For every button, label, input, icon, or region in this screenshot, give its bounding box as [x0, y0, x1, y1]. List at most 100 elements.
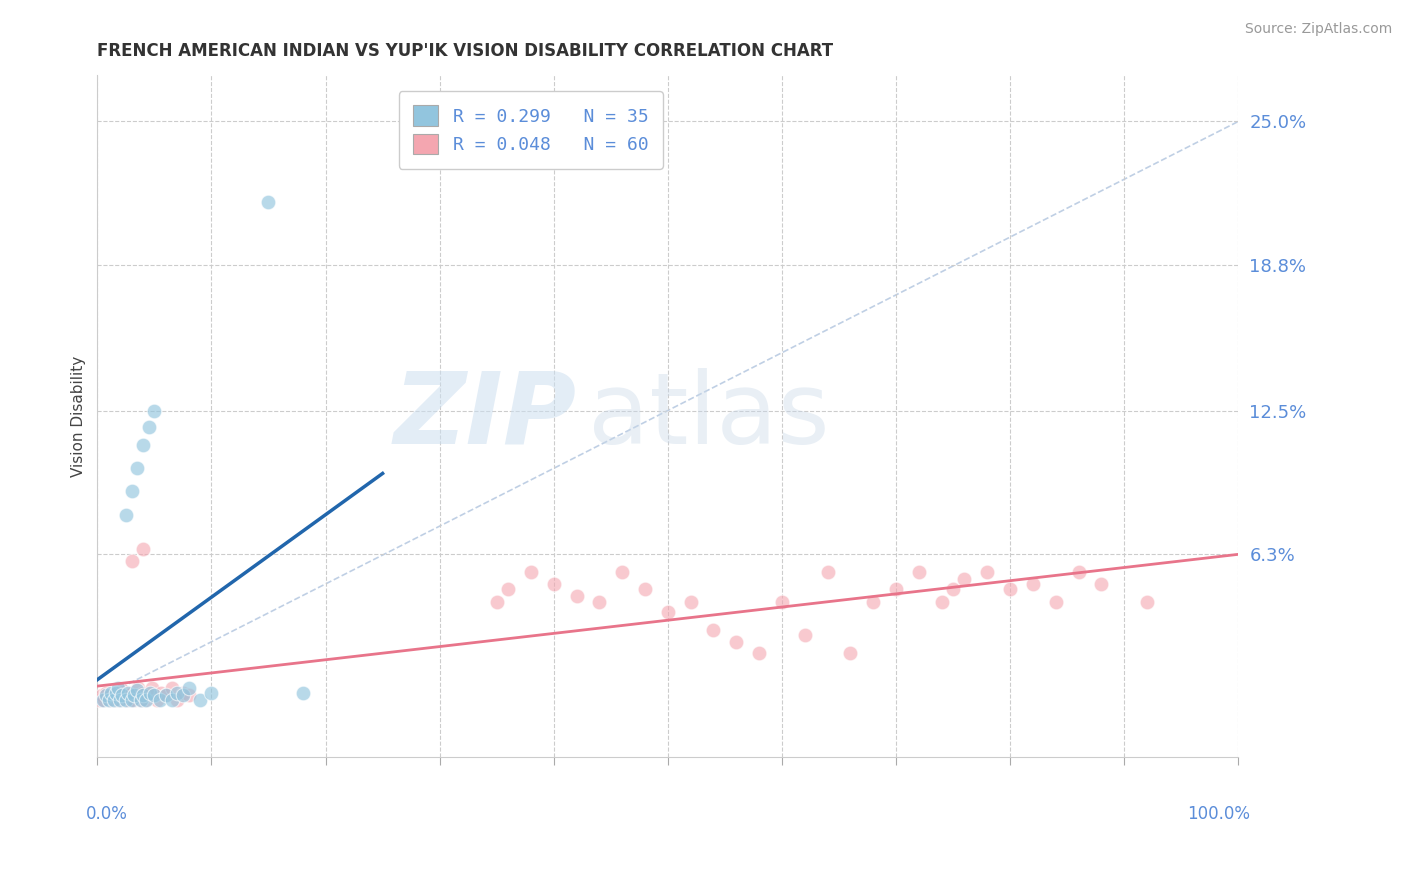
Point: [122, 688, 145, 702]
Point: [100, 686, 122, 700]
Point: [143, 403, 166, 417]
Point: [129, 692, 152, 706]
Point: [90, 688, 112, 702]
Text: Source: ZipAtlas.com: Source: ZipAtlas.com: [1244, 22, 1392, 37]
Legend: R = 0.299   N = 35, R = 0.048   N = 60: R = 0.299 N = 35, R = 0.048 N = 60: [399, 91, 664, 169]
Point: [485, 595, 508, 609]
Point: [496, 582, 519, 596]
Point: [115, 508, 138, 522]
Point: [115, 692, 138, 706]
Text: 100.0%: 100.0%: [1187, 805, 1250, 823]
Point: [862, 595, 884, 609]
Point: [257, 195, 280, 210]
Point: [91, 692, 114, 706]
Point: [143, 688, 166, 702]
Point: [127, 681, 149, 695]
Point: [121, 686, 143, 700]
Point: [634, 582, 657, 596]
Point: [134, 692, 156, 706]
Point: [132, 542, 155, 557]
Point: [172, 688, 194, 702]
Point: [679, 595, 702, 609]
Point: [1022, 577, 1045, 591]
Point: [953, 572, 976, 586]
Point: [104, 686, 127, 700]
Point: [132, 688, 155, 702]
Point: [588, 595, 610, 609]
Point: [100, 688, 122, 702]
Point: [1067, 566, 1090, 580]
Point: [97, 692, 120, 706]
Point: [657, 605, 679, 619]
Point: [520, 566, 543, 580]
Point: [127, 461, 149, 475]
Point: [122, 692, 145, 706]
Point: [998, 582, 1021, 596]
Point: [132, 438, 155, 452]
Point: [839, 646, 862, 660]
Point: [93, 692, 115, 706]
Point: [1045, 595, 1067, 609]
Point: [150, 686, 173, 700]
Point: [103, 692, 125, 706]
Point: [97, 692, 120, 706]
Point: [127, 683, 149, 698]
Point: [200, 686, 222, 700]
Point: [145, 692, 167, 706]
Point: [125, 688, 148, 702]
Point: [107, 681, 129, 695]
Point: [612, 566, 634, 580]
Point: [565, 589, 588, 603]
Point: [160, 692, 183, 706]
Point: [132, 686, 155, 700]
Point: [149, 692, 172, 706]
Point: [138, 419, 160, 434]
Point: [108, 688, 131, 702]
Point: [111, 683, 134, 698]
Point: [177, 681, 200, 695]
Point: [107, 692, 129, 706]
Point: [104, 686, 127, 700]
Point: [976, 566, 998, 580]
Point: [114, 692, 136, 706]
Point: [136, 688, 159, 702]
Point: [1136, 595, 1159, 609]
Point: [291, 686, 314, 700]
Point: [160, 681, 183, 695]
Point: [817, 566, 839, 580]
Text: 0.0%: 0.0%: [86, 805, 128, 823]
Text: ZIP: ZIP: [394, 368, 576, 465]
Point: [129, 692, 152, 706]
Point: [96, 688, 118, 702]
Point: [103, 692, 125, 706]
Point: [115, 688, 138, 702]
Point: [188, 692, 211, 706]
Point: [1090, 577, 1112, 591]
Point: [770, 595, 793, 609]
Point: [117, 686, 139, 700]
Point: [172, 686, 194, 700]
Point: [121, 692, 143, 706]
Point: [96, 686, 118, 700]
Point: [89, 692, 111, 706]
Point: [141, 681, 163, 695]
Point: [702, 624, 724, 638]
Point: [155, 688, 177, 702]
Point: [748, 646, 770, 660]
Point: [135, 692, 157, 706]
Point: [543, 577, 565, 591]
Point: [121, 484, 143, 499]
Point: [166, 692, 188, 706]
Point: [155, 688, 177, 702]
Point: [884, 582, 907, 596]
Y-axis label: Vision Disability: Vision Disability: [72, 356, 86, 477]
Point: [139, 686, 162, 700]
Point: [907, 566, 929, 580]
Point: [725, 634, 748, 648]
Text: atlas: atlas: [588, 368, 830, 465]
Point: [931, 595, 953, 609]
Point: [177, 688, 200, 702]
Text: FRENCH AMERICAN INDIAN VS YUP'IK VISION DISABILITY CORRELATION CHART: FRENCH AMERICAN INDIAN VS YUP'IK VISION …: [97, 42, 834, 60]
Point: [118, 692, 141, 706]
Point: [121, 554, 143, 568]
